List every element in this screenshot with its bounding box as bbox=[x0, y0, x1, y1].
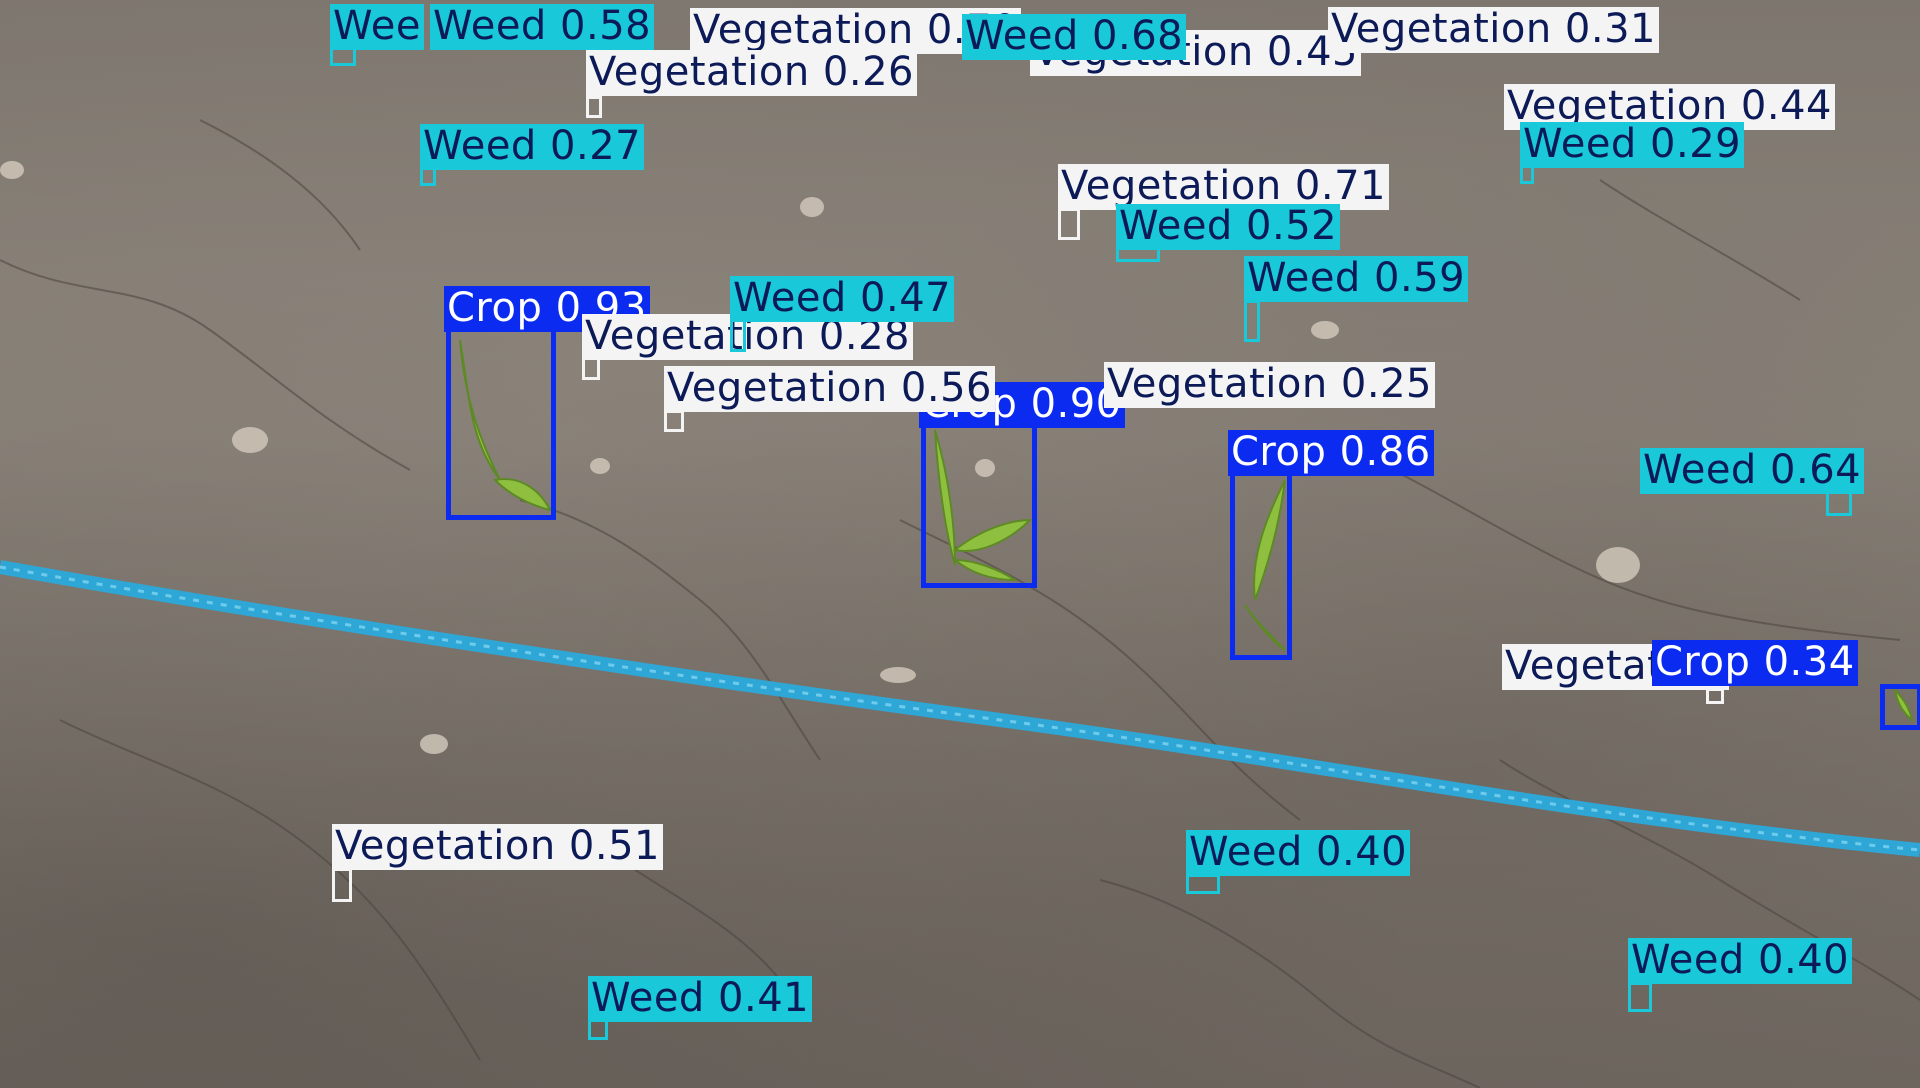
pebbles bbox=[0, 161, 1640, 754]
bounding-box bbox=[1186, 874, 1220, 894]
bounding-box bbox=[1058, 208, 1080, 240]
detection-label: Weed 0.40 bbox=[1628, 938, 1853, 984]
crop-detection: Crop 0.86 bbox=[1228, 430, 1434, 660]
bounding-box bbox=[664, 410, 684, 432]
detection-label: Weed 0.68 bbox=[962, 14, 1187, 60]
detection-label: Vegetation 0.26 bbox=[586, 50, 917, 96]
detection-label: Vegetation 0.25 bbox=[1104, 362, 1435, 408]
bounding-box bbox=[332, 868, 352, 902]
detection-label: Crop 0.86 bbox=[1228, 430, 1434, 476]
detection-label: Crop 0.34 bbox=[1652, 640, 1858, 686]
bounding-box bbox=[1244, 300, 1260, 342]
detection-label: Weed 0.47 bbox=[730, 276, 955, 322]
detection-label: Weed 0.59 bbox=[1244, 256, 1469, 302]
crop-seedling bbox=[459, 339, 1914, 723]
detection-label: Vegetation 0.51 bbox=[332, 824, 663, 870]
detection-label: Vegetation 0.71 bbox=[1058, 164, 1389, 210]
detection-label: Weed 0.58 bbox=[430, 4, 655, 50]
detection-label: Weed 0.29 bbox=[1520, 122, 1745, 168]
detection-label: Weed 0.52 bbox=[1116, 204, 1341, 250]
bounding-box bbox=[1628, 982, 1652, 1012]
bounding-box bbox=[730, 318, 746, 352]
bounding-box bbox=[1706, 688, 1724, 704]
detection-label: Weed 0.40 bbox=[1186, 830, 1411, 876]
detection-label: Vegetation 0.56 bbox=[664, 366, 995, 412]
bounding-box bbox=[1880, 684, 1920, 730]
soil-cracks bbox=[0, 119, 1920, 1088]
crop-detection: Crop 0.34 bbox=[1652, 640, 1920, 730]
detection-label: Vegetation 0.31 bbox=[1328, 7, 1659, 53]
detection-label: Vegetation 0.44 bbox=[1504, 84, 1835, 130]
bounding-box bbox=[446, 326, 556, 520]
detection-label: Weed 0.41 bbox=[588, 976, 813, 1022]
crop-detection: Crop 0.93 bbox=[444, 286, 650, 520]
crop-detection: Crop 0.90 bbox=[919, 382, 1125, 588]
blue-rope bbox=[0, 560, 1920, 857]
detection-label: Weed 0.27 bbox=[420, 124, 645, 170]
bounding-box bbox=[1230, 470, 1292, 660]
bounding-box bbox=[921, 422, 1037, 588]
bounding-box bbox=[586, 96, 602, 118]
detection-label: Wee bbox=[330, 4, 424, 50]
detection-label: Weed 0.64 bbox=[1640, 448, 1865, 494]
